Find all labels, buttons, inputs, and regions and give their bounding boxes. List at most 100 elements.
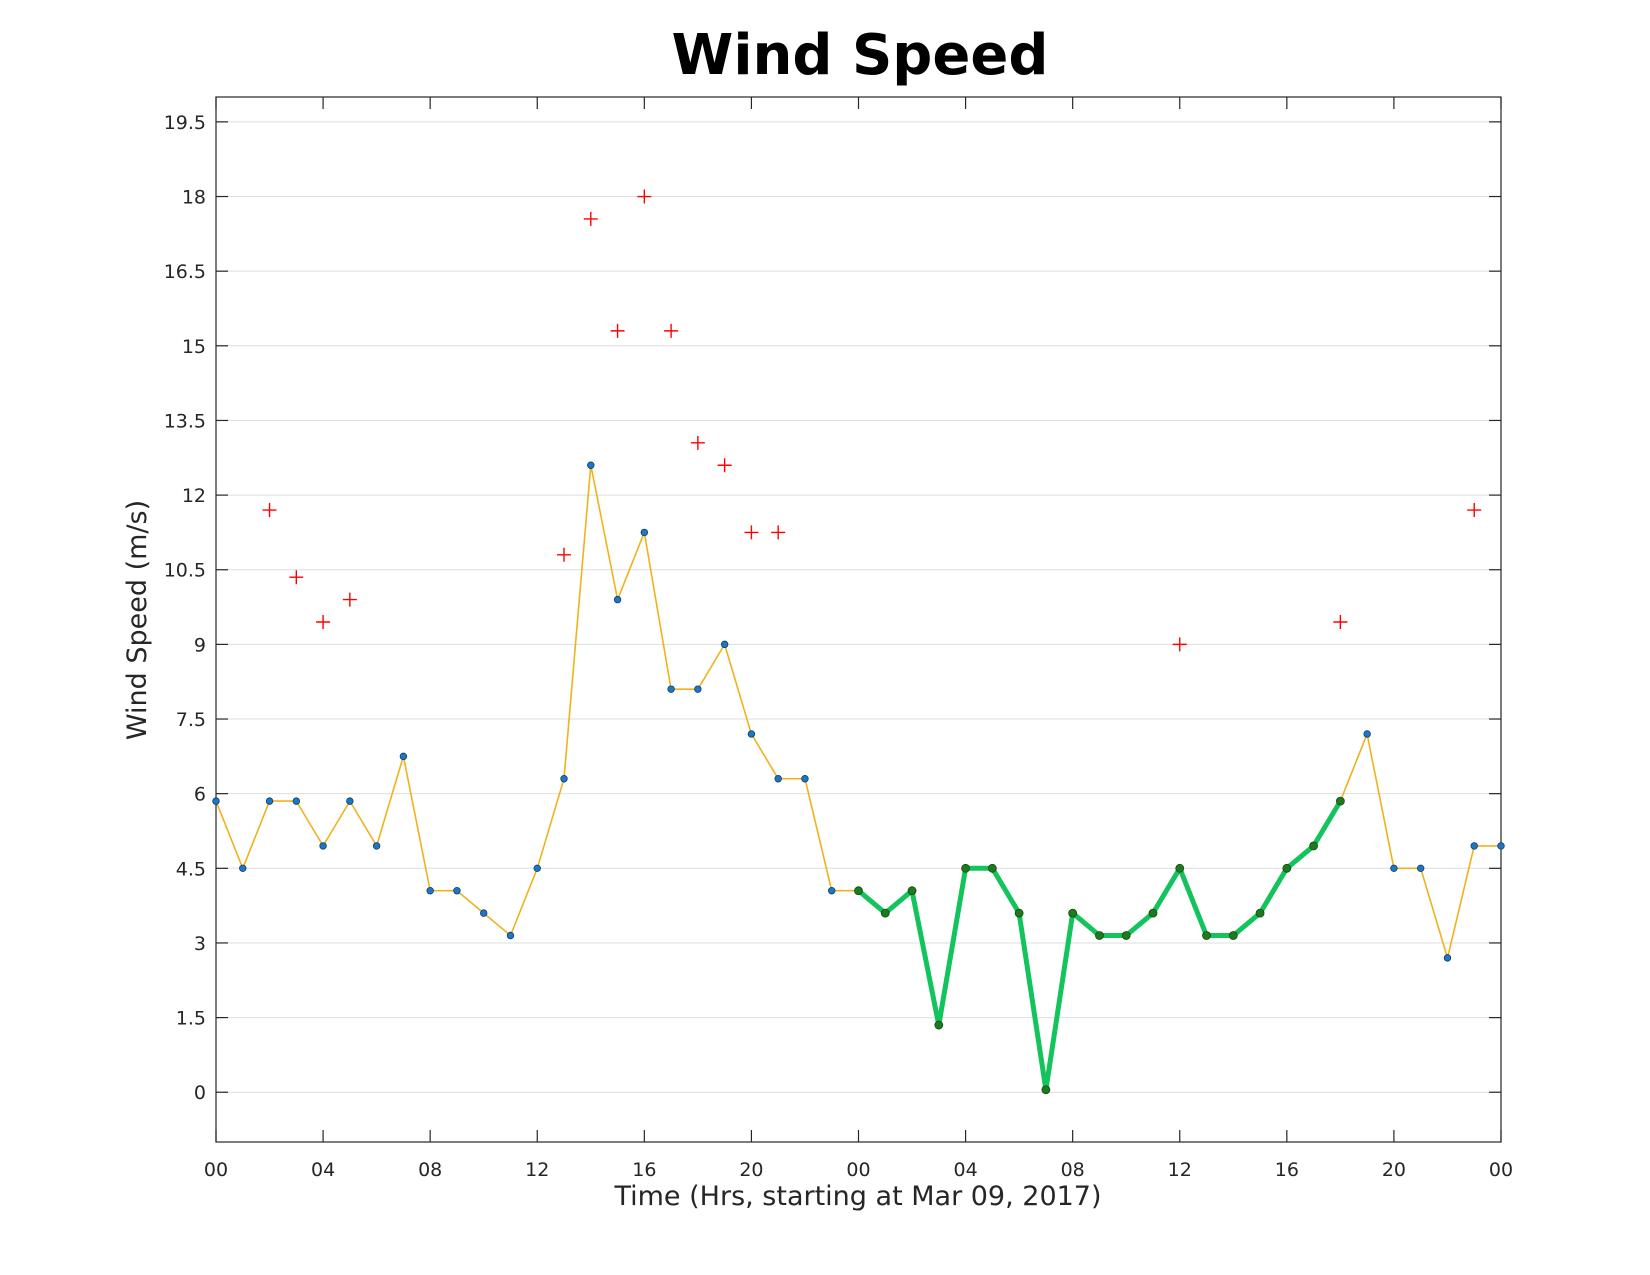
y-tick-label: 10.5 <box>164 560 206 582</box>
wind-speed-point <box>480 909 488 917</box>
wind-speed-point <box>319 842 327 850</box>
x-tick-label: 04 <box>953 1159 977 1181</box>
wind-speed-line <box>215 464 1501 1091</box>
gust-marker <box>316 614 331 629</box>
wind-speed-point <box>828 887 836 895</box>
wind-speed-point <box>747 730 756 738</box>
y-tick-label: 19.5 <box>164 112 206 134</box>
wind-speed-point <box>346 797 354 805</box>
gust-marker <box>637 189 652 204</box>
gust-marker <box>557 547 572 562</box>
x-tick-label: 16 <box>632 1159 656 1181</box>
gust-marker <box>1333 614 1348 629</box>
gust-marker <box>610 323 625 338</box>
highlighted-segment-point <box>934 1020 944 1030</box>
x-tick-label: 00 <box>846 1159 870 1181</box>
highlighted-segment-point <box>907 886 917 896</box>
gust-marker <box>744 525 759 540</box>
gust-marker <box>583 211 598 226</box>
y-tick-label: 16.5 <box>164 261 206 283</box>
y-tick-label: 7.5 <box>176 709 206 731</box>
gust-marker <box>289 570 304 585</box>
highlighted-segment-point <box>987 863 997 873</box>
wind-speed-point <box>533 864 541 873</box>
wind-speed-point <box>640 528 649 537</box>
gust-marker <box>717 458 732 473</box>
highlighted-segment-point <box>1068 908 1078 918</box>
highlighted-segment-point <box>1335 796 1345 806</box>
gust-marker <box>1172 637 1187 652</box>
highlighted-segment-point <box>1175 863 1185 873</box>
grid <box>216 121 1501 1093</box>
wind-speed-point <box>212 797 220 805</box>
wind-speed-point <box>801 775 809 783</box>
data-series <box>212 189 1505 1095</box>
highlighted-segment-point <box>961 863 970 873</box>
y-tick-label: 18 <box>182 187 206 209</box>
wind-speed-point <box>613 595 622 604</box>
highlighted-segment-point <box>1282 863 1292 873</box>
gust-marker <box>342 592 357 607</box>
highlighted-segment-point <box>1228 931 1238 940</box>
highlighted-segment-point <box>1202 931 1211 940</box>
wind-speed-point <box>265 797 274 805</box>
wind-speed-point <box>1390 864 1398 873</box>
wind-speed-point <box>239 864 247 873</box>
highlighted-segment-point <box>1255 908 1265 918</box>
wind-speed-point <box>506 931 515 940</box>
highlighted-segment-point <box>1121 931 1131 940</box>
wind-speed-point <box>1497 842 1505 850</box>
x-tick-label: 04 <box>311 1159 335 1181</box>
highlighted-segment-line <box>856 799 1343 1093</box>
highlighted-segment-point <box>1309 841 1319 851</box>
wind-speed-point <box>720 640 729 649</box>
highlighted-segment-point <box>1095 931 1104 940</box>
wind-speed-point <box>774 775 782 783</box>
y-tick-label: 15 <box>182 336 206 358</box>
wind-speed-point <box>1416 864 1425 873</box>
x-tick-label: 08 <box>418 1159 442 1181</box>
wind-speed-point <box>587 461 595 469</box>
wind-speed-point <box>694 685 702 693</box>
x-tick-label: 12 <box>1168 1159 1192 1181</box>
highlighted-segment-point <box>880 908 890 918</box>
plot-area-frame <box>215 96 1502 1143</box>
highlighted-segment-point <box>1041 1085 1051 1095</box>
y-tick-label: 3 <box>194 933 206 955</box>
x-tick-label: 20 <box>1382 1159 1406 1181</box>
y-tick-label: 0 <box>194 1082 206 1104</box>
highlighted-segment-point <box>854 886 863 896</box>
axis-ticks: 0 1.5 3 4.5 6 7.5 9 10.5 12 13.5 15 16.5 18 19.5 00 04 0… <box>164 97 1513 1181</box>
gust-marker <box>690 435 705 450</box>
y-axis-label: Wind Speed (m/s) <box>122 500 153 740</box>
wind-speed-point <box>1470 842 1478 850</box>
x-tick-label: 16 <box>1275 1159 1299 1181</box>
chart-title: Wind Speed <box>672 23 1049 88</box>
x-tick-label: 20 <box>739 1159 763 1181</box>
gust-marker <box>1467 503 1482 518</box>
wind-speed-point <box>1443 954 1452 962</box>
highlighted-segment-point <box>1014 908 1024 918</box>
x-axis-label: Time (Hrs, starting at Mar 09, 2017) <box>613 1181 1101 1212</box>
x-tick-label: 00 <box>204 1159 228 1181</box>
y-tick-label: 9 <box>194 634 206 656</box>
x-tick-label: 12 <box>525 1159 549 1181</box>
wind-speed-point <box>372 842 381 850</box>
y-tick-label: 4.5 <box>176 858 206 880</box>
y-tick-label: 12 <box>182 485 206 507</box>
wind-speed-point <box>560 775 568 783</box>
wind-speed-point <box>1363 730 1371 738</box>
gust-marker <box>771 525 786 540</box>
y-tick-label: 1.5 <box>176 1008 206 1030</box>
wind-speed-point <box>399 752 408 761</box>
gust-marker <box>664 323 679 338</box>
x-tick-label: 08 <box>1061 1159 1085 1181</box>
wind-speed-point <box>453 887 461 895</box>
wind-speed-point <box>292 797 301 805</box>
y-tick-label: 6 <box>194 784 206 806</box>
x-tick-label: 00 <box>1489 1159 1513 1181</box>
highlighted-segment-point <box>1148 908 1158 918</box>
gust-marker <box>262 503 277 518</box>
wind-speed-point <box>426 887 434 895</box>
